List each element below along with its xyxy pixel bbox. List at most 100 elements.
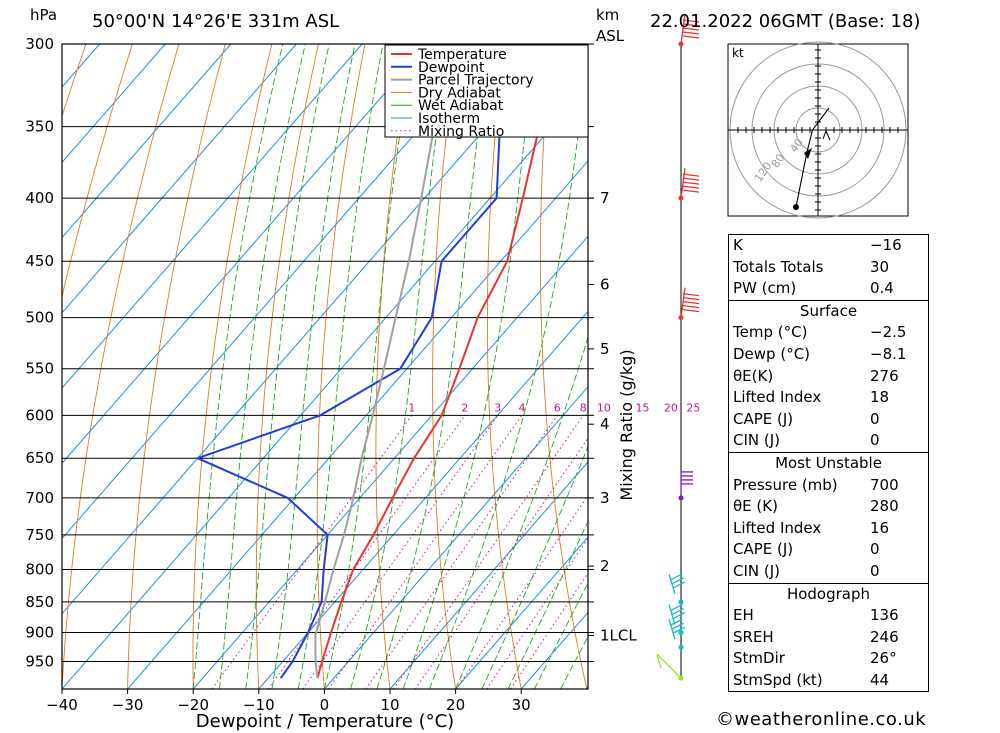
height-tick-label: 6 xyxy=(600,276,610,294)
index-value: 18 xyxy=(870,388,890,407)
legend-entry: Dewpoint xyxy=(418,60,485,76)
pressure-tick-label: 800 xyxy=(25,560,54,578)
mixing-ratio-label: 2 xyxy=(461,401,468,414)
barb-flag xyxy=(672,626,686,634)
pressure-tick-label: 550 xyxy=(25,360,54,378)
barb-flag xyxy=(682,35,700,39)
index-row: EH 136 xyxy=(729,605,928,627)
storm-motion-arrow xyxy=(804,148,812,159)
index-label: Lifted Index xyxy=(733,518,822,537)
wet-adiabat xyxy=(218,44,306,689)
barb-flag xyxy=(671,577,684,585)
wet-adiabat xyxy=(245,44,330,689)
index-label: Dewp (°C) xyxy=(733,344,811,363)
pressure-tick-label: 400 xyxy=(25,189,54,207)
wind-barb xyxy=(668,573,686,595)
barb-flag xyxy=(682,27,700,31)
index-label: Pressure (mb) xyxy=(733,475,838,494)
mixing-ratio-line xyxy=(365,415,558,689)
index-label: PW (cm) xyxy=(733,279,797,298)
index-row: StmSpd (kt) 44 xyxy=(729,670,928,692)
wet-adiabat xyxy=(507,520,588,689)
isotherm xyxy=(324,385,588,689)
wet-adiabat xyxy=(402,44,536,689)
index-value: 0.4 xyxy=(870,279,894,298)
mixing-ratio-line xyxy=(392,415,584,689)
index-label: StmDir xyxy=(733,649,785,668)
index-value: 0 xyxy=(870,540,880,559)
dry-adiabat xyxy=(316,44,366,689)
isotherm xyxy=(389,461,588,689)
index-value: 30 xyxy=(870,257,890,276)
mixing-ratio-label: 15 xyxy=(636,401,650,414)
legend-entry: Isotherm xyxy=(418,111,480,127)
index-value: −16 xyxy=(870,236,902,254)
barb-flag xyxy=(682,23,700,27)
legend-entry: Parcel Trajectory xyxy=(418,73,534,89)
pressure-tick-label: 500 xyxy=(25,309,54,327)
legend-entry: Dry Adiabat xyxy=(418,85,501,101)
height-unit-label-2: ASL xyxy=(596,27,625,45)
mixing-ratio-label: 3 xyxy=(494,401,501,414)
mixing-ratio-label: 20 xyxy=(664,401,678,414)
x-tick-label: 10 xyxy=(380,696,399,714)
hodograph-unit: kt xyxy=(732,46,744,60)
barb-flag xyxy=(670,618,683,626)
index-row: Lifted Index 18 xyxy=(729,387,928,409)
index-label: θE(K) xyxy=(733,366,774,385)
isotherm xyxy=(62,44,494,540)
mixing-ratio-line xyxy=(510,572,588,689)
dry-adiabat xyxy=(969,44,1000,689)
sounding-profiles xyxy=(194,44,560,679)
barb-flag xyxy=(682,189,700,193)
pressure-tick-label: 900 xyxy=(25,624,54,642)
barb-flag xyxy=(670,603,683,612)
index-row: θE (K) 280 xyxy=(729,496,928,518)
isotherm xyxy=(62,44,297,314)
barb-flag xyxy=(682,305,700,309)
index-row: StmDir 26° xyxy=(729,648,928,670)
mixing-ratio-line xyxy=(455,494,588,689)
barb-flag xyxy=(682,31,700,35)
index-value: 246 xyxy=(870,627,899,646)
index-value: 0 xyxy=(870,409,880,428)
isotherm xyxy=(192,235,588,689)
dry-adiabat xyxy=(486,44,522,689)
legend-entry: Mixing Ratio xyxy=(418,124,504,140)
dry-adiabat xyxy=(539,44,588,689)
mixing-ratio-label: 10 xyxy=(597,401,611,414)
pressure-tick-label: 700 xyxy=(25,489,54,507)
wind-barb xyxy=(680,13,700,45)
x-tick-label: −40 xyxy=(46,696,78,714)
plot-frame xyxy=(61,43,589,690)
barb-flag xyxy=(682,301,700,305)
dry-adiabat xyxy=(255,44,319,689)
wind-barb xyxy=(656,653,682,679)
isotherm xyxy=(455,536,588,689)
wind-barb xyxy=(668,603,686,625)
index-value: −8.1 xyxy=(870,344,907,363)
mixing-ratio-label: 1 xyxy=(408,401,415,414)
index-value: −2.5 xyxy=(870,323,907,342)
mixing-ratio-label: 25 xyxy=(686,401,700,414)
pressure-tick-label: 600 xyxy=(25,406,54,424)
barb-staff xyxy=(656,653,682,679)
index-label: K xyxy=(733,236,743,254)
index-row: Dewp (°C) −8.1 xyxy=(729,344,928,366)
wind-barb xyxy=(680,168,700,199)
index-label: CAPE (J) xyxy=(733,540,794,559)
index-value: 16 xyxy=(870,518,890,537)
index-row: θE(K) 276 xyxy=(729,366,928,388)
barb-flag xyxy=(682,19,700,23)
wet-adiabat xyxy=(428,47,588,689)
dewpoint-profile xyxy=(194,44,508,679)
pressure-tick-label: 450 xyxy=(25,252,54,270)
wind-level-marker xyxy=(678,599,684,605)
isotherm xyxy=(62,44,232,239)
height-tick-label: 7 xyxy=(600,189,610,207)
wind-profile xyxy=(656,13,700,681)
index-label: EH xyxy=(733,606,754,625)
index-row: CIN (J) 0 xyxy=(729,430,928,452)
isotherm xyxy=(258,310,588,689)
index-row: Lifted Index 16 xyxy=(729,518,928,540)
